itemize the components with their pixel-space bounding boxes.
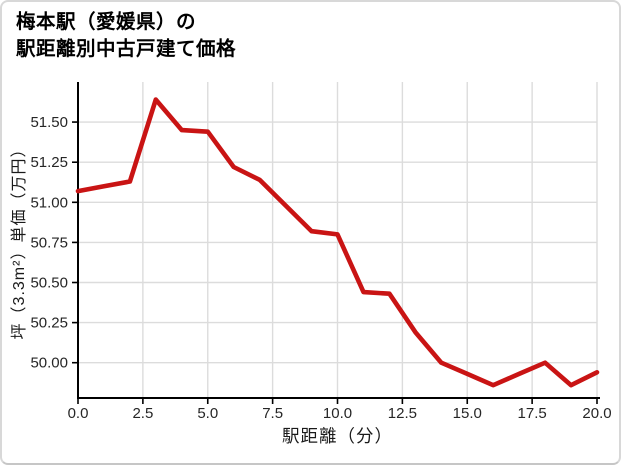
- x-tick-label: 2.5: [132, 405, 153, 422]
- y-tick-label: 50.25: [30, 315, 68, 332]
- x-tick-label: 5.0: [197, 405, 218, 422]
- x-tick-label: 10.0: [323, 405, 352, 422]
- y-tick-label: 50.75: [30, 234, 68, 251]
- x-tick-label: 12.5: [388, 405, 417, 422]
- chart-title-line2: 駅距離別中古戸建て価格: [16, 38, 237, 60]
- x-tick-label: 20.0: [582, 405, 611, 422]
- x-tick-label: 17.5: [518, 405, 547, 422]
- y-tick-label: 51.00: [30, 194, 68, 211]
- x-tick-label: 15.0: [453, 405, 482, 422]
- y-tick-label: 51.50: [30, 114, 68, 131]
- y-tick-label: 50.50: [30, 275, 68, 292]
- price-line: [75, 97, 600, 388]
- x-tick-label: 0.0: [68, 405, 89, 422]
- x-axis-title: 駅距離（分）: [282, 426, 393, 446]
- chart-title-line1: 梅本駅（愛媛県）の: [16, 11, 197, 33]
- x-tick-label: 7.5: [262, 405, 283, 422]
- chart-title: 梅本駅（愛媛県）の 駅距離別中古戸建て価格: [16, 9, 236, 63]
- y-tick-label: 50.00: [30, 355, 68, 372]
- y-axis-title: 坪（3.3m²）単価（万円）: [11, 140, 28, 340]
- y-tick-label: 51.25: [30, 154, 68, 171]
